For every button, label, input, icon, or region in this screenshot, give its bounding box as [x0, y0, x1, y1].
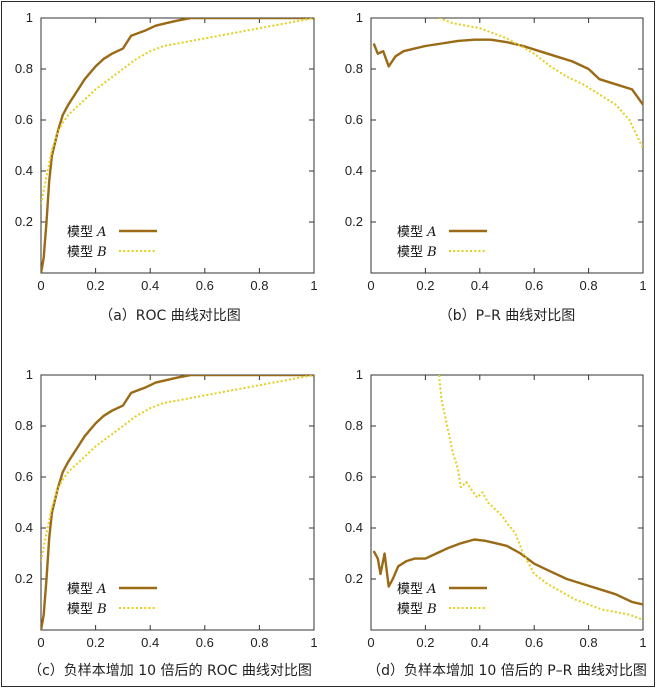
chart-caption: （c）负样本增加 10 倍后的 ROC 曲线对比图	[28, 663, 312, 679]
x-tick-label: 0	[367, 278, 374, 293]
y-tick-label: 0.6	[15, 112, 33, 127]
legend-label-model-a: 模型 A	[67, 225, 107, 240]
series-line-model-b	[41, 375, 314, 562]
y-tick-label: 1	[26, 10, 33, 25]
y-tick-label: 1	[356, 10, 363, 25]
y-tick-label: 0.6	[15, 469, 33, 484]
chart-b: 0 0.2 0.4 0.6 0.8 1 0.2 0.4 0.6 0.8 1 模型 A 模型 B （b）P–…	[345, 10, 647, 324]
x-tick-label: 0.4	[471, 635, 489, 650]
x-tick-label: 0	[37, 278, 44, 293]
x-tick-label: 1	[310, 635, 317, 650]
legend-label-model-b: 模型 B	[67, 245, 107, 260]
plot-area	[40, 374, 315, 631]
x-tick-label: 0	[37, 635, 44, 650]
x-tick-label: 0.8	[580, 635, 598, 650]
series-line-model-a	[372, 538, 643, 606]
x-tick-label: 1	[639, 278, 646, 293]
legend-label-model-a: 模型 A	[67, 582, 107, 597]
x-tick-label: 0.6	[525, 635, 543, 650]
legend-label-model-a: 模型 A	[397, 582, 437, 597]
legend-label-model-b: 模型 B	[397, 602, 437, 617]
chart-a: 0 0.2 0.4 0.6 0.8 1 0.2 0.4 0.6 0.8 1 模型 A 模型 B （a）RO…	[15, 10, 318, 324]
x-tick-label: 1	[639, 635, 646, 650]
legend-label-model-a: 模型 A	[397, 225, 437, 240]
series-line-model-b	[41, 18, 314, 205]
x-tick-label: 0.4	[141, 278, 159, 293]
y-tick-label: 0.6	[345, 469, 363, 484]
y-tick-label: 0.6	[345, 112, 363, 127]
x-tick-label: 0.8	[580, 278, 598, 293]
x-tick-label: 0.4	[471, 278, 489, 293]
x-tick-label: 0	[367, 635, 374, 650]
chart-caption: （d）负样本增加 10 倍后的 P–R 曲线对比图	[367, 663, 647, 679]
x-tick-label: 0.2	[87, 635, 105, 650]
x-tick-label: 0.6	[196, 635, 214, 650]
x-tick-label: 1	[310, 278, 317, 293]
legend-label-model-b: 模型 B	[67, 602, 107, 617]
legend-label-model-b: 模型 B	[397, 245, 437, 260]
y-tick-label: 0.4	[15, 520, 33, 535]
y-tick-label: 0.8	[345, 61, 363, 76]
chart-c: 0 0.2 0.4 0.6 0.8 1 0.2 0.4 0.6 0.8 1 模型 A 模型 B （c）负样…	[15, 367, 318, 679]
plot-area	[370, 17, 644, 274]
series-line-model-a	[41, 375, 314, 630]
y-tick-label: 0.2	[345, 571, 363, 586]
series-line-model-a	[41, 18, 314, 273]
y-tick-label: 0.4	[15, 163, 33, 178]
x-tick-label: 0.6	[196, 278, 214, 293]
chart-caption: （a）ROC 曲线对比图	[99, 308, 241, 324]
y-tick-label: 0.8	[15, 418, 33, 433]
y-tick-label: 0.4	[345, 520, 363, 535]
chart-d: 0 0.2 0.4 0.6 0.8 1 0.2 0.4 0.6 0.8 1 模型 A 模型 B （d）负样…	[345, 367, 647, 679]
x-tick-label: 0.2	[416, 278, 434, 293]
x-tick-label: 0.4	[141, 635, 159, 650]
series-line-model-b	[438, 18, 643, 149]
y-tick-label: 1	[26, 367, 33, 382]
x-tick-label: 0.2	[87, 278, 105, 293]
x-tick-label: 0.8	[250, 635, 268, 650]
y-tick-label: 1	[356, 367, 363, 382]
x-tick-label: 0.2	[416, 635, 434, 650]
y-tick-label: 0.2	[345, 214, 363, 229]
y-tick-label: 0.2	[15, 571, 33, 586]
plot-area	[370, 374, 644, 631]
y-tick-label: 0.4	[345, 163, 363, 178]
x-tick-label: 0.6	[525, 278, 543, 293]
y-tick-label: 0.8	[345, 418, 363, 433]
series-line-model-a	[372, 38, 643, 106]
plot-area	[40, 17, 315, 274]
chart-caption: （b）P–R 曲线对比图	[439, 308, 576, 324]
x-tick-label: 0.8	[250, 278, 268, 293]
y-tick-label: 0.8	[15, 61, 33, 76]
y-tick-label: 0.2	[15, 214, 33, 229]
series-line-model-b	[438, 375, 643, 621]
